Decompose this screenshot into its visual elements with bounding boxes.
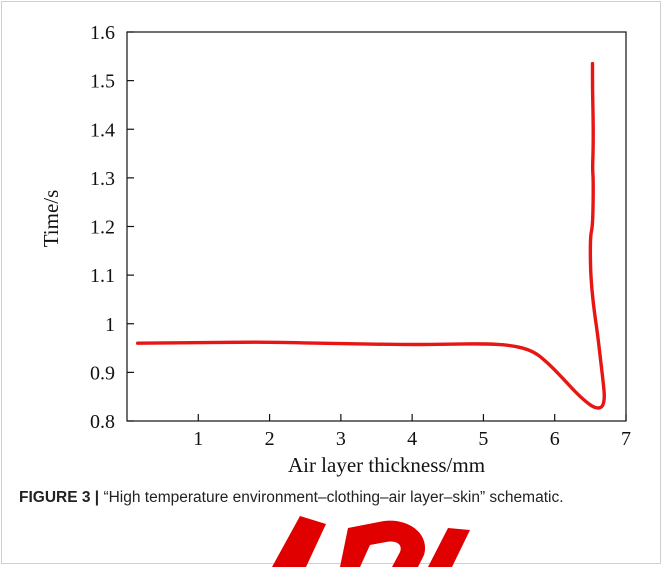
x-tick-label: 4 (407, 428, 417, 450)
x-ticks: 1 2 3 4 5 6 7 (193, 414, 631, 450)
plot-area-border (126, 31, 627, 422)
x-axis-title: Air layer thickness/mm (288, 453, 485, 477)
x-tick-label: 2 (265, 428, 275, 450)
y-axis-title: Time/s (39, 190, 63, 248)
y-tick-label: 0.8 (90, 411, 115, 433)
x-tick-label: 5 (478, 428, 488, 450)
y-tick-label: 1.4 (90, 119, 115, 141)
x-tick-label: 7 (621, 428, 631, 450)
axes (126, 31, 627, 422)
x-tick-label: 3 (336, 428, 346, 450)
y-tick-label: 1.3 (90, 168, 115, 190)
figure-caption: FIGURE 3 | “High temperature environment… (19, 486, 649, 509)
figure-caption-label: FIGURE 3 | (19, 489, 100, 506)
line-chart: 0.8 0.9 1 1.1 1.2 1.3 1.4 1.5 1.6 1 2 3 4 5 6 7 Air la… (39, 22, 631, 477)
y-tick-label: 1 (105, 314, 115, 336)
series-group (135, 61, 606, 410)
y-tick-label: 1.6 (90, 22, 115, 44)
y-tick-label: 1.5 (90, 71, 115, 93)
y-tick-label: 1.2 (90, 217, 115, 239)
y-tick-label: 1.1 (90, 265, 115, 287)
y-ticks: 0.8 0.9 1 1.1 1.2 1.3 1.4 1.5 1.6 (90, 22, 134, 433)
x-tick-label: 6 (550, 428, 560, 450)
y-tick-label: 0.9 (90, 362, 115, 384)
series-line (135, 61, 606, 410)
x-tick-label: 1 (193, 428, 203, 450)
figure-caption-text: “High temperature environment–clothing–a… (103, 489, 564, 506)
